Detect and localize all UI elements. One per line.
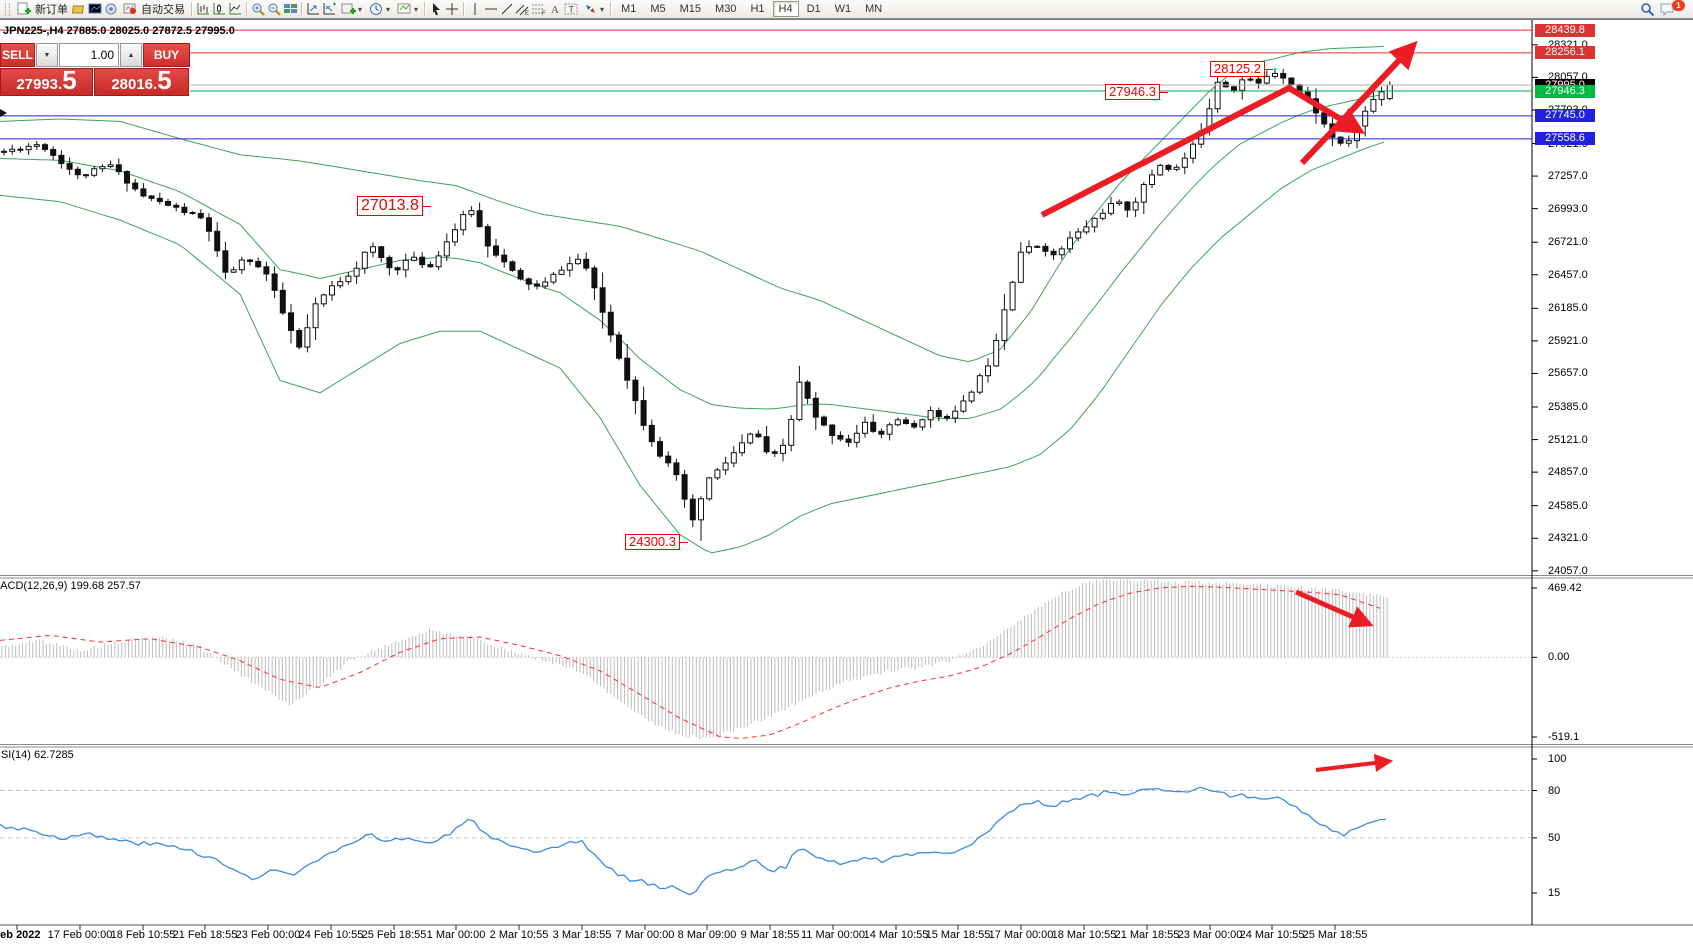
crosshair-tool-icon[interactable] [444,2,460,17]
autotrade-label: 自动交易 [141,4,185,16]
clock-icon [368,2,384,17]
rsi-indicator-header: RSI(14) 62.7285 [0,749,74,761]
cursor-tool-icon[interactable] [428,2,444,17]
timeframe-m30[interactable]: M30 [715,3,737,15]
candle-chart-mode-icon[interactable] [211,2,227,17]
text-label-tool-icon[interactable]: T [563,2,579,17]
template-icon [396,2,412,17]
fibonacci-tool-icon[interactable]: F [531,2,547,17]
symbol-ohlc-info: JPN225-,H4 27885.0 28025.0 27872.5 27995… [3,25,235,37]
trend-arrows[interactable] [1040,40,1418,772]
svg-text:A: A [551,4,559,16]
bar-chart-mode-icon[interactable] [195,2,211,17]
period-button[interactable]: ▾ [365,1,393,17]
notification-badge[interactable]: 1 [1672,0,1685,11]
toolbar-separator [610,2,612,16]
zoom-out-icon[interactable] [266,2,282,17]
autotrade-button[interactable]: 自动交易 [119,1,188,17]
dropdown-caret: ▾ [414,4,419,14]
one-click-trading-panel: SELL ▼ 1.00 ▲ BUY 27993. 5 28016. 5 [0,43,190,97]
arrows-tool-button[interactable]: ▾ [579,1,607,17]
toolbar-separator [463,2,465,16]
timeframe-m5[interactable]: M5 [650,3,666,15]
toolbar-grip[interactable] [5,2,10,16]
sell-price-main: 27993. [16,76,63,93]
text-tool-icon[interactable]: A [547,2,563,17]
sell-price-display[interactable]: 27993. 5 [0,65,93,96]
sell-button[interactable]: SELL [0,43,35,67]
sell-price-pips: 5 [62,65,77,95]
dropdown-caret: ▾ [600,4,605,14]
vertical-line-tool-icon[interactable] [467,2,483,17]
new-order-button[interactable]: 新订单 [13,1,71,17]
new-order-label: 新订单 [35,4,68,16]
market-watch-icon[interactable] [71,2,87,17]
macd-indicator-header: MACD(12,26,9) 199.68 257.57 [0,580,141,592]
buy-price-main: 28016. [111,76,158,93]
timeframe-h1[interactable]: H1 [750,3,765,15]
buy-price-display[interactable]: 28016. 5 [94,65,189,96]
main-toolbar: 新订单 自动交易 ▾ [0,0,1693,19]
search-icon[interactable] [1639,2,1655,17]
signal-icon[interactable] [103,2,119,17]
rsi-pane [0,786,1532,896]
price-annotation-27946[interactable]: 27946.3 [1105,84,1168,101]
buy-price-pips: 5 [157,65,172,95]
buy-button[interactable]: BUY [143,43,190,67]
chart-window-icon[interactable] [87,2,103,17]
line-chart-mode-icon[interactable] [227,2,243,17]
timeframe-d1[interactable]: D1 [806,3,821,15]
svg-text:F: F [542,11,546,16]
toolbar-separator [424,2,426,16]
timeframe-m15[interactable]: M15 [679,3,702,15]
price-annotation-27013[interactable]: 27013.8 [357,196,431,216]
timeframe-m1[interactable]: M1 [621,3,637,15]
equidistant-channel-tool-icon[interactable]: E [515,2,531,17]
trendline-tool-icon[interactable] [499,2,515,17]
price-annotation-24300[interactable]: 24300.3 [625,534,688,551]
new-order-icon [16,2,32,17]
arrange-charts-alt-icon[interactable] [321,2,337,17]
add-indicator-icon [340,2,356,17]
toolbar-separator [301,2,302,16]
volume-input[interactable]: 1.00 [59,43,119,67]
timeframe-group: M1 M5 M15 M30 H1 H4 D1 W1 MN [614,1,889,17]
price-annotation-28125[interactable]: 28125.2 [1210,61,1273,78]
timeframe-w1[interactable]: W1 [834,3,852,15]
macd-pane [0,579,1532,740]
template-button[interactable]: ▾ [393,1,421,17]
arrows-tool-icon [582,2,598,17]
dropdown-caret: ▾ [358,4,363,14]
volume-decrease-button[interactable]: ▼ [36,43,58,67]
autotrade-icon [122,2,138,17]
zoom-in-icon[interactable] [250,2,266,17]
timeframe-h4[interactable]: H4 [772,1,799,17]
add-indicator-button[interactable]: ▾ [337,1,365,17]
main-price-pane [0,29,1532,554]
dropdown-caret: ▾ [386,4,391,14]
volume-increase-button[interactable]: ▲ [120,43,142,67]
arrange-charts-icon[interactable] [305,2,321,17]
toolbar-separator [191,2,192,16]
svg-text:T: T [568,5,574,15]
svg-text:E: E [525,11,529,16]
horizontal-line-tool-icon[interactable] [483,2,499,17]
tile-windows-icon[interactable] [282,2,298,17]
timeframe-mn[interactable]: MN [865,3,883,15]
toolbar-separator [246,2,247,16]
